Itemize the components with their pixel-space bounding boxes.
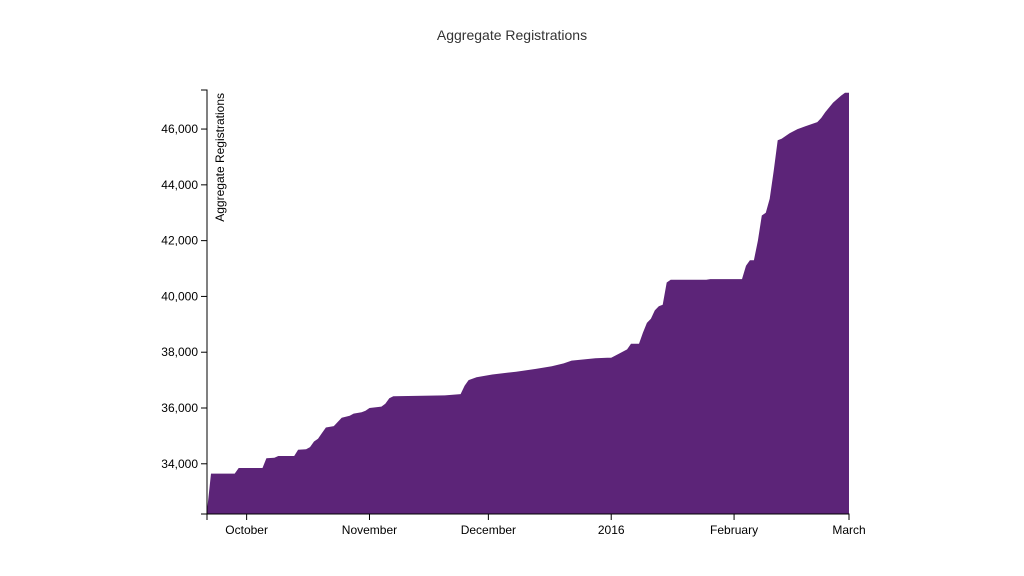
x-tick-label: October [225,523,268,537]
x-tick-label: November [342,523,397,537]
x-axis-line [206,513,850,520]
y-axis-line [201,89,208,515]
y-tick-label: 46,000 [161,122,198,136]
y-tick-label: 38,000 [161,345,198,359]
x-tick-label: 2016 [598,523,625,537]
y-tick-label: 34,000 [161,457,198,471]
series-area-0 [207,92,849,515]
y-tick-label: 40,000 [161,289,198,303]
x-tick-label: March [832,523,865,537]
x-tick-label: December [461,523,516,537]
y-tick-label: 36,000 [161,401,198,415]
y-tick-label: 44,000 [161,178,198,192]
chart-title: Aggregate Registrations [436,27,588,43]
x-axis: October November December 2016 February March [206,513,866,537]
y-axis: 34,000 36,000 38,000 40,000 42,000 44,000 46,0… [161,89,208,515]
y-tick-label: 42,000 [161,234,198,248]
y-axis-label: Aggregate Registrations [213,93,227,222]
plot-area [207,92,849,515]
x-tick-label: February [710,523,758,537]
